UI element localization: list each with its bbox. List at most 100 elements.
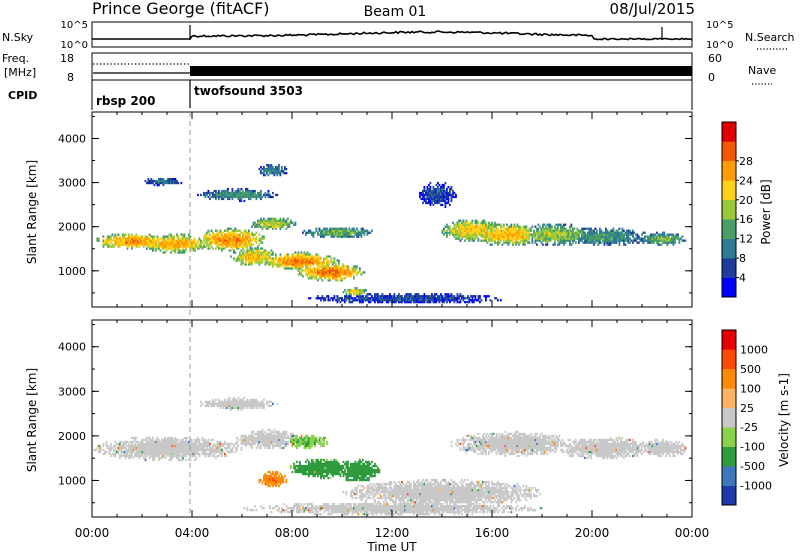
heatmap-cell [230, 448, 232, 452]
heatmap-cell [249, 436, 252, 440]
heatmap-cell [497, 233, 499, 236]
heatmap-cell [315, 263, 318, 266]
heatmap-cell [266, 400, 268, 404]
heatmap-cell [563, 227, 565, 230]
heatmap-cell [338, 227, 340, 230]
heatmap-cell [207, 195, 210, 199]
heatmap-cell [486, 295, 489, 298]
heatmap-cell [261, 430, 264, 434]
heatmap-cell [138, 444, 141, 448]
heatmap-cell [426, 185, 429, 189]
heatmap-cell [365, 289, 367, 292]
heatmap-cell [342, 267, 345, 270]
heatmap-cell [605, 241, 607, 244]
heatmap-cell [279, 253, 282, 256]
heatmap-cell [147, 442, 150, 446]
heatmap-cell [495, 233, 498, 236]
heatmap-cell [296, 261, 298, 264]
heatmap-cell [522, 239, 525, 242]
heatmap-cell [252, 243, 255, 246]
heatmap-cell [441, 301, 444, 304]
heatmap-cell [260, 191, 262, 195]
heatmap-cell [278, 480, 280, 484]
heatmap-cell [473, 235, 475, 238]
heatmap-cell [149, 440, 151, 444]
heatmap-cell [150, 448, 153, 452]
heatmap-cell [477, 227, 480, 230]
heatmap-cell [284, 434, 286, 438]
heatmap-cell [236, 446, 238, 450]
heatmap-cell [255, 231, 258, 234]
heatmap-cell [489, 229, 492, 232]
heatmap-cell [216, 191, 219, 195]
heatmap-cell [123, 454, 126, 458]
heatmap-cell [435, 193, 438, 197]
velocity-cells [93, 396, 687, 516]
heatmap-cell [252, 400, 255, 404]
heatmap-cell [432, 199, 435, 203]
heatmap-cell [174, 450, 177, 454]
heatmap-cell [308, 269, 310, 272]
heatmap-cell [621, 237, 624, 240]
heatmap-cell [461, 231, 463, 234]
heatmap-cell [366, 295, 369, 298]
heatmap-cell [449, 231, 451, 234]
heatmap-cell [450, 185, 453, 189]
heatmap-cell [212, 404, 214, 408]
heatmap-cell [272, 470, 274, 474]
heatmap-cell [581, 229, 583, 232]
heatmap-cell [456, 229, 459, 232]
heatmap-cell [425, 201, 427, 205]
heatmap-cell [272, 446, 274, 450]
heatmap-cell [356, 271, 358, 274]
heatmap-cell [492, 231, 495, 234]
heatmap-cell [146, 448, 148, 452]
heatmap-cell [309, 263, 312, 266]
heatmap-cell [189, 243, 192, 246]
heatmap-cell [113, 452, 115, 456]
heatmap-cell [323, 261, 325, 264]
heatmap-cell [284, 430, 286, 434]
heatmap-cell [272, 484, 274, 488]
heatmap-cell [329, 255, 331, 258]
heatmap-cell [410, 301, 412, 304]
heatmap-cell [555, 229, 558, 232]
heatmap-cell [608, 237, 610, 240]
heatmap-cell [483, 229, 486, 232]
heatmap-cell [423, 295, 426, 298]
heatmap-cell [392, 297, 394, 300]
heatmap-cell [263, 166, 265, 169]
heatmap-cell [276, 438, 279, 442]
heatmap-cell [237, 191, 240, 195]
heatmap-cell [473, 227, 475, 230]
heatmap-cell [509, 231, 511, 234]
heatmap-cell [233, 396, 235, 400]
heatmap-cell [638, 241, 640, 244]
heatmap-cell [251, 259, 253, 262]
heatmap-cell [323, 235, 325, 238]
heatmap-cell [237, 237, 240, 240]
heatmap-cell [342, 227, 345, 230]
heatmap-cell [306, 257, 309, 260]
heatmap-cell [456, 233, 459, 236]
heatmap-cell [249, 438, 252, 442]
heatmap-cell [351, 231, 354, 234]
heatmap-cell [408, 295, 411, 298]
heatmap-cell [554, 225, 556, 228]
heatmap-cell [249, 398, 252, 402]
heatmap-cell [155, 450, 157, 454]
heatmap-cell [110, 454, 112, 458]
heatmap-cell [129, 237, 132, 240]
heatmap-cell [230, 245, 232, 248]
heatmap-cell [401, 301, 403, 304]
heatmap-cell [266, 223, 268, 226]
heatmap-cell [363, 297, 366, 300]
heatmap-cell [422, 189, 424, 193]
heatmap-cell [156, 446, 159, 450]
heatmap-cell [156, 235, 159, 238]
heatmap-cell [393, 295, 396, 298]
heatmap-cell [149, 446, 151, 450]
heatmap-cell [426, 295, 429, 298]
heatmap-cell [558, 233, 561, 236]
heatmap-cell [176, 181, 178, 185]
